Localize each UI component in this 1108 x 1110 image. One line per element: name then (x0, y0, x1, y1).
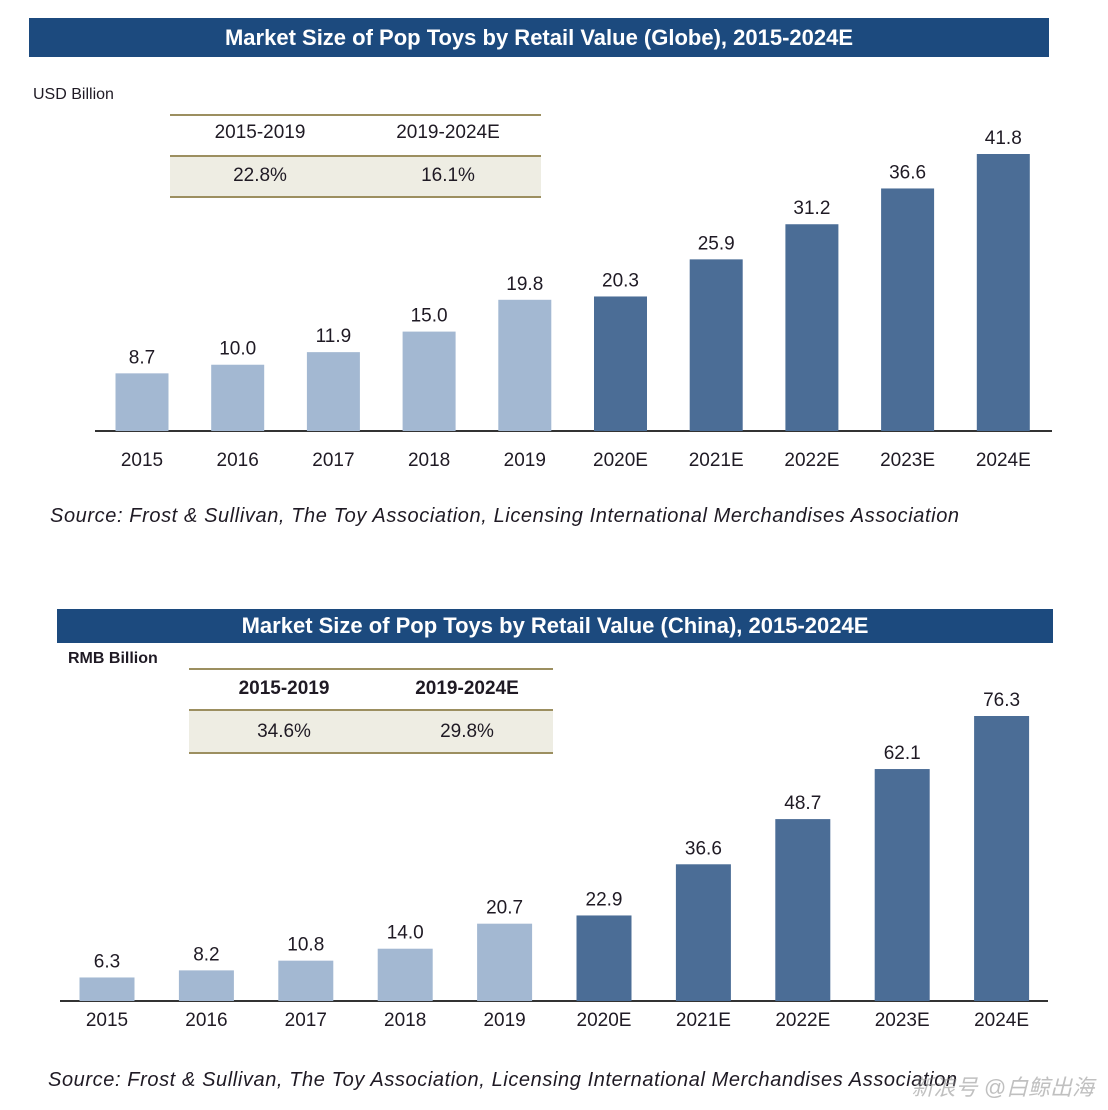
data-label-2016: 8.2 (193, 944, 219, 965)
bar-2015 (115, 373, 169, 431)
x-tick-label-2015: 2015 (86, 1010, 128, 1031)
x-tick-label-2024E: 2024E (976, 450, 1031, 471)
x-tick-label-2017: 2017 (285, 1010, 327, 1031)
chart2-cagr-table: 2015-2019 2019-2024E 34.6% 29.8% (189, 668, 553, 754)
data-label-2024E: 76.3 (983, 690, 1020, 711)
data-label-2020E: 22.9 (586, 889, 623, 910)
x-tick-label-2015: 2015 (121, 450, 163, 471)
chart1-cagr-table: 2015-2019 2019-2024E 22.8% 16.1% (170, 114, 541, 198)
cagr-header-period2: 2019-2024E (415, 678, 519, 699)
data-label-2019: 20.7 (486, 898, 523, 919)
x-tick-label-2021E: 2021E (676, 1010, 731, 1031)
bar-2018 (377, 948, 433, 1001)
bar-2024E (976, 154, 1030, 431)
cagr-value-period2: 29.8% (440, 721, 494, 742)
data-label-2018: 15.0 (411, 306, 448, 327)
bar-2020E (576, 915, 632, 1001)
x-tick-label-2019: 2019 (504, 450, 546, 471)
bar-2018 (402, 331, 456, 431)
bar-2020E (594, 296, 647, 431)
bar-2021E (675, 864, 731, 1001)
cagr-value-period2: 16.1% (421, 165, 475, 186)
chart2-title-banner: Market Size of Pop Toys by Retail Value … (57, 609, 1053, 643)
cagr-divider (170, 196, 541, 198)
cagr-divider (170, 114, 541, 116)
x-tick-label-2024E: 2024E (974, 1010, 1029, 1031)
bar-2015 (79, 977, 135, 1001)
bar-2023E (874, 769, 930, 1001)
data-label-2024E: 41.8 (985, 128, 1022, 149)
data-label-2018: 14.0 (387, 923, 424, 944)
data-label-2017: 10.8 (287, 935, 324, 956)
cagr-divider (189, 752, 553, 754)
cagr-header-period1: 2015-2019 (214, 122, 306, 143)
cagr-value-period1: 22.8% (233, 165, 287, 186)
cagr-value-period1: 34.6% (257, 721, 311, 742)
data-label-2019: 19.8 (506, 274, 543, 295)
x-tick-label-2021E: 2021E (689, 450, 744, 471)
x-tick-label-2020E: 2020E (577, 1010, 632, 1031)
x-tick-label-2016: 2016 (185, 1010, 227, 1031)
cagr-header-period2: 2019-2024E (396, 122, 500, 143)
data-label-2017: 11.9 (316, 326, 352, 347)
bar-2017 (306, 352, 360, 431)
bar-2017 (278, 960, 334, 1001)
x-tick-label-2019: 2019 (483, 1010, 525, 1031)
x-tick-label-2023E: 2023E (875, 1010, 930, 1031)
chart2-unit-label: RMB Billion (68, 650, 158, 667)
chart2-plot: 6.3 2015 8.2 2016 10.8 2017 14.0 2018 20.7 2019 22… (60, 690, 1048, 1031)
x-tick-label-2018: 2018 (408, 450, 450, 471)
bar-2021E (689, 259, 743, 431)
bar-2019 (477, 923, 533, 1001)
data-label-2020E: 20.3 (602, 270, 639, 291)
chart1-source-note: Source: Frost & Sullivan, The Toy Associ… (50, 505, 960, 527)
chart2-source-note: Source: Frost & Sullivan, The Toy Associ… (48, 1069, 958, 1091)
bar-2016 (178, 970, 234, 1001)
data-label-2023E: 62.1 (884, 743, 921, 764)
x-tick-label-2018: 2018 (384, 1010, 426, 1031)
x-tick-label-2022E: 2022E (775, 1010, 830, 1031)
bar-2023E (881, 188, 935, 431)
cagr-divider (170, 155, 541, 157)
bar-2024E (974, 716, 1030, 1001)
data-label-2021E: 25.9 (698, 233, 735, 254)
chart1-unit-label: USD Billion (33, 86, 114, 103)
x-tick-label-2023E: 2023E (880, 450, 935, 471)
cagr-header-period1: 2015-2019 (238, 678, 330, 699)
x-tick-label-2016: 2016 (217, 450, 259, 471)
bar-2019 (498, 299, 552, 431)
bar-2022E (785, 224, 839, 431)
x-tick-label-2017: 2017 (312, 450, 354, 471)
data-label-2021E: 36.6 (685, 838, 722, 859)
data-label-2022E: 31.2 (793, 198, 830, 219)
data-label-2023E: 36.6 (889, 162, 926, 183)
data-label-2016: 10.0 (219, 339, 256, 360)
data-label-2022E: 48.7 (784, 793, 821, 814)
cagr-divider (189, 668, 553, 670)
chart1-plot: 8.7 2015 10.0 2016 11.9 2017 15.0 2018 19.8 2019 2… (95, 128, 1052, 471)
bar-2022E (775, 819, 831, 1001)
data-label-2015: 6.3 (94, 951, 120, 972)
chart1-title-banner: Market Size of Pop Toys by Retail Value … (29, 18, 1049, 57)
cagr-divider (189, 709, 553, 711)
bar-2016 (211, 364, 265, 431)
cagr-value-row (170, 156, 541, 196)
watermark: 新浪号 @白鲸出海 (911, 1075, 1094, 1100)
data-label-2015: 8.7 (129, 347, 155, 368)
x-tick-label-2022E: 2022E (784, 450, 839, 471)
x-tick-label-2020E: 2020E (593, 450, 648, 471)
cagr-value-row (189, 711, 553, 752)
